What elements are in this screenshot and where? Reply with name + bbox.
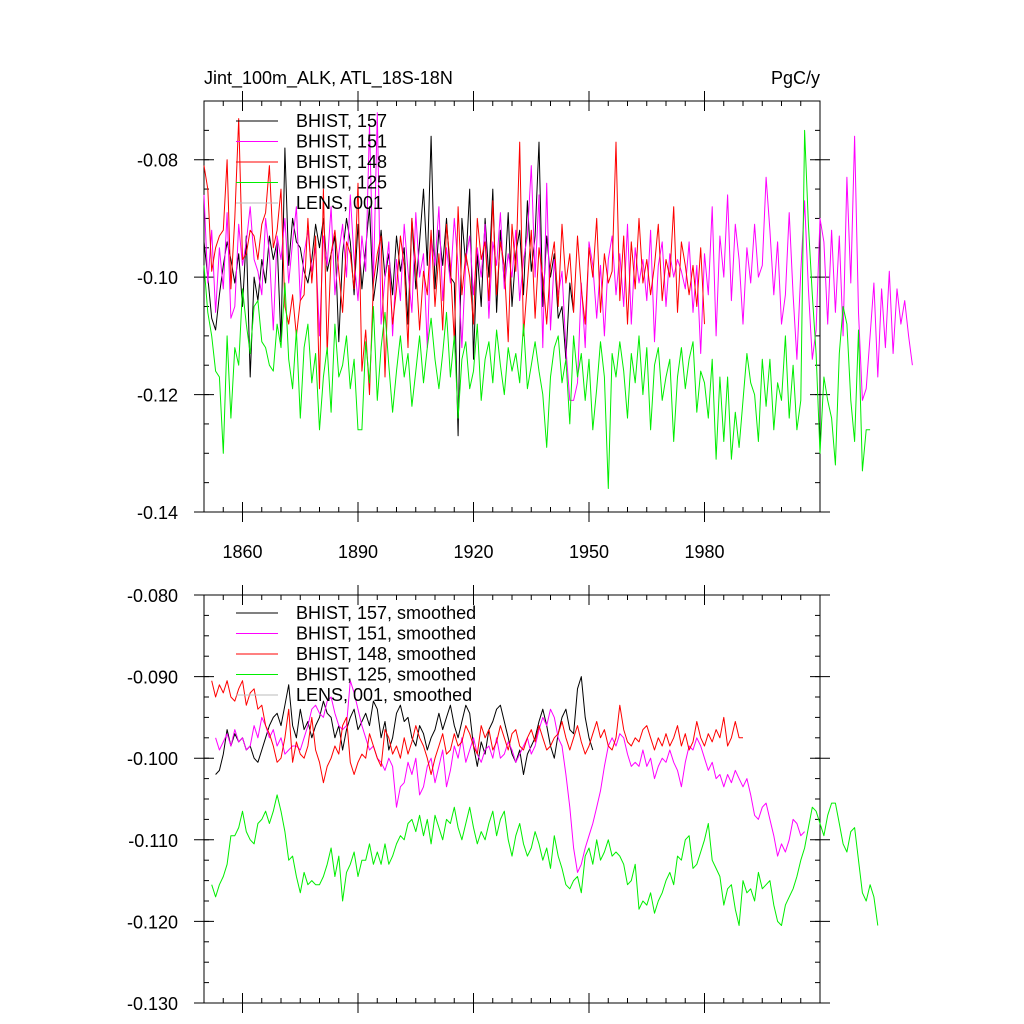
bottom-y-tick-label: -0.120 — [127, 912, 178, 932]
top-axes: -0.08 -0.10 -0.12 -0.14 1860 1890 1920 1950 1980 — [137, 91, 830, 562]
top-y-tick-label: -0.12 — [137, 386, 178, 406]
bottom-series-bhist-125-smoothed — [211, 794, 879, 926]
top-chart-title: Jint_100m_ALK, ATL_18S-18N — [204, 68, 453, 89]
bottom-y-tick-label: -0.100 — [127, 749, 178, 769]
top-series-bhist-148 — [203, 118, 705, 396]
top-x-tick-label: 1920 — [453, 542, 493, 562]
bottom-axes: -0.080 -0.090 -0.100 -0.110 -0.120 -0.130 — [127, 585, 830, 1014]
top-x-tick-label: 1860 — [222, 542, 262, 562]
bottom-legend-label: BHIST, 157, smoothed — [296, 603, 476, 623]
top-x-tick-label: 1950 — [569, 542, 609, 562]
bottom-y-tick-label: -0.110 — [128, 831, 178, 851]
bottom-legend-label: BHIST, 125, smoothed — [296, 665, 476, 685]
bottom-panel: -0.080 -0.090 -0.100 -0.110 -0.120 -0.130 BHI… — [127, 585, 879, 1014]
top-series-group — [203, 112, 913, 489]
bottom-legend-label: LENS, 001, smoothed — [296, 685, 472, 705]
top-legend-label: LENS, 001 — [296, 193, 383, 213]
top-chart-units: PgC/y — [771, 68, 820, 88]
bottom-legend-label: BHIST, 151, smoothed — [296, 624, 476, 644]
top-y-tick-label: -0.08 — [137, 151, 178, 171]
top-panel: Jint_100m_ALK, ATL_18S-18N PgC/y -0.08-0… — [137, 68, 913, 562]
bottom-legend-label: BHIST, 148, smoothed — [296, 644, 476, 664]
top-series-bhist-125 — [203, 129, 871, 489]
top-legend-label: BHIST, 148 — [296, 152, 387, 172]
top-x-tick-label: 1890 — [338, 542, 378, 562]
top-legend-label: BHIST, 151 — [296, 132, 387, 152]
bottom-series-bhist-148-smoothed — [211, 680, 743, 784]
top-legend-label: BHIST, 125 — [296, 173, 387, 193]
bottom-y-tick-label: -0.090 — [127, 668, 178, 688]
bottom-series-bhist-151-smoothed — [215, 680, 805, 873]
top-x-tick-label: 1980 — [684, 542, 724, 562]
bottom-y-tick-label: -0.080 — [127, 586, 178, 606]
top-y-tick-label: -0.14 — [137, 503, 178, 523]
bottom-series-group — [211, 676, 879, 926]
top-y-tick-label: -0.10 — [137, 268, 178, 288]
bottom-y-tick-label: -0.130 — [127, 994, 178, 1014]
top-legend-label: BHIST, 157 — [296, 111, 387, 131]
